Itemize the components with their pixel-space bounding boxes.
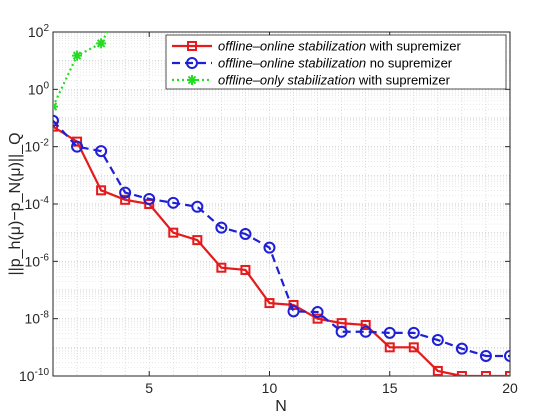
data-point [96,185,107,196]
data-point [120,194,131,205]
data-point [432,365,443,376]
data-point [287,305,300,318]
data-point [359,325,372,338]
y-tick-label: 102 [28,23,50,40]
data-point [408,342,419,353]
data-point [239,227,252,240]
data-point [456,371,467,376]
data-point [191,200,204,213]
marker-stroke [53,102,58,109]
y-tick-label: 10-2 [25,138,50,155]
legend-entry: offline–only stabilization with supremiz… [218,73,451,88]
data-point [479,349,492,362]
data-point [360,320,371,331]
data-point [96,38,107,49]
legend-entry: offline–online stabilization no supremiz… [218,56,453,71]
data-point [384,342,395,353]
legend-marker [187,41,197,51]
data-point [119,186,132,199]
y-axis-label: ||p_h(μ)−p_N(μ)||_Q [7,132,24,275]
x-tick-label: 20 [502,380,518,396]
marker-stroke [187,75,197,85]
data-point [264,298,275,309]
data-point [53,114,59,127]
data-point [311,306,324,319]
data-point [504,349,510,362]
data-point [216,262,227,273]
x-tick-label: 10 [262,380,278,396]
data-point [167,196,180,209]
data-point [168,227,179,238]
marker-stroke [72,51,82,60]
data-point [72,50,83,61]
y-tick-label: 10-8 [25,310,50,327]
y-tick-label: 10-4 [25,195,50,212]
data-point [53,101,58,112]
data-point [455,342,468,355]
data-point [407,326,420,339]
data-point [480,371,491,376]
data-point [335,325,348,338]
legend-marker [186,57,198,69]
data-point [143,192,156,205]
marker-stroke [96,39,106,48]
legend-marker [187,75,197,85]
legend: offline–online stabilization with suprem… [165,34,507,90]
legend-entry: offline–online stabilization with suprem… [218,39,461,54]
data-point [95,145,108,158]
x-axis-label: N [275,398,287,415]
data-point [263,241,276,254]
data-point [192,235,203,246]
y-tick-label: 100 [28,80,50,97]
legend-box [165,34,507,90]
axis-ticks: 5 10 15 20 102 100 10-2 10-4 10-6 10-8 10-10 [19,23,518,396]
x-tick-label: 5 [145,380,153,396]
y-tick-label: 10-6 [25,252,50,269]
data-point [312,313,323,324]
series-group [53,32,510,376]
marker-stroke [53,105,58,111]
data-point [71,140,84,153]
data-point [431,334,444,347]
x-tick-label: 15 [382,380,398,396]
data-point [215,221,228,234]
data-point [240,264,251,275]
y-tick-label: 10-10 [19,367,49,384]
data-point [383,326,396,339]
